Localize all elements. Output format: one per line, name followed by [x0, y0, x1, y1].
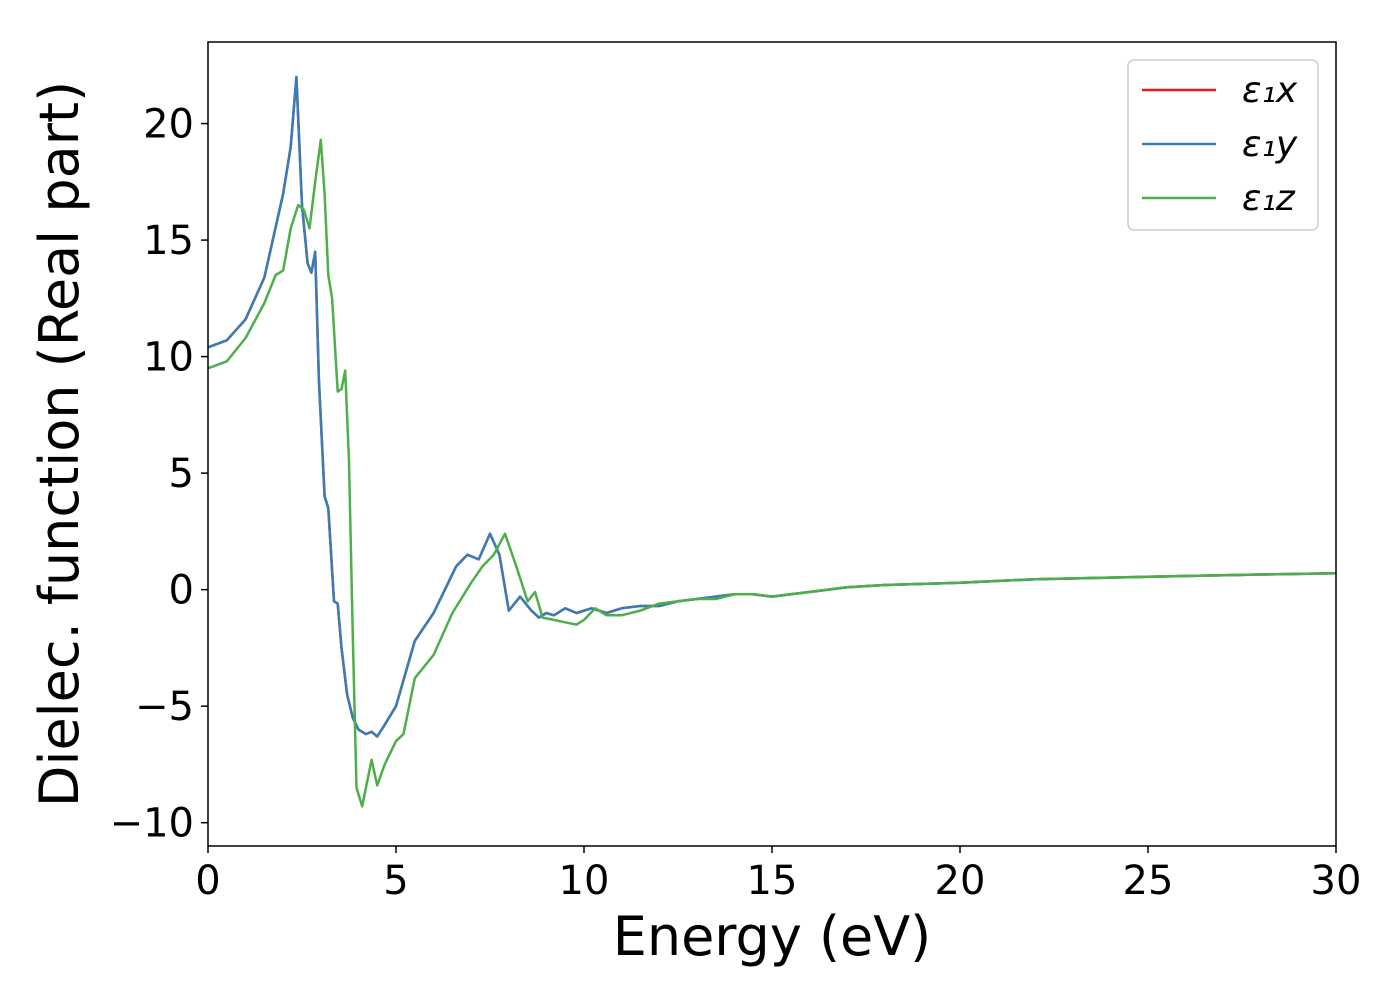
y-axis-label: Dielec. function (Real part): [28, 81, 91, 807]
legend-label-1: ε₁y: [1242, 124, 1298, 165]
legend: ε₁x ε₁y ε₁z: [1127, 59, 1319, 231]
x-axis-label: Energy (eV): [613, 905, 932, 968]
x-axis-ticks: 0 5 10 15 20 25 30: [195, 846, 1361, 904]
x-tick-label: 10: [559, 858, 610, 904]
x-tick-label: 30: [1311, 858, 1362, 904]
y-tick-label: 20: [143, 102, 194, 148]
legend-label-0: ε₁x: [1242, 70, 1298, 111]
series-line-2: [208, 138, 1336, 808]
legend-label-2: ε₁z: [1242, 178, 1296, 219]
y-axis-ticks: −10 −5 0 5 10 15 20: [110, 102, 208, 847]
y-tick-label: −5: [135, 684, 194, 730]
y-tick-label: 10: [143, 335, 194, 381]
legend-box: [1127, 59, 1319, 231]
series-layer: [208, 75, 1336, 808]
y-tick-label: 15: [143, 218, 194, 264]
y-tick-label: −10: [110, 801, 194, 847]
y-tick-label: 0: [169, 568, 194, 614]
x-tick-label: 0: [195, 858, 220, 904]
x-tick-label: 25: [1123, 858, 1174, 904]
x-tick-label: 20: [935, 858, 986, 904]
x-tick-label: 15: [747, 858, 798, 904]
x-tick-label: 5: [383, 858, 408, 904]
y-tick-label: 5: [169, 451, 194, 497]
